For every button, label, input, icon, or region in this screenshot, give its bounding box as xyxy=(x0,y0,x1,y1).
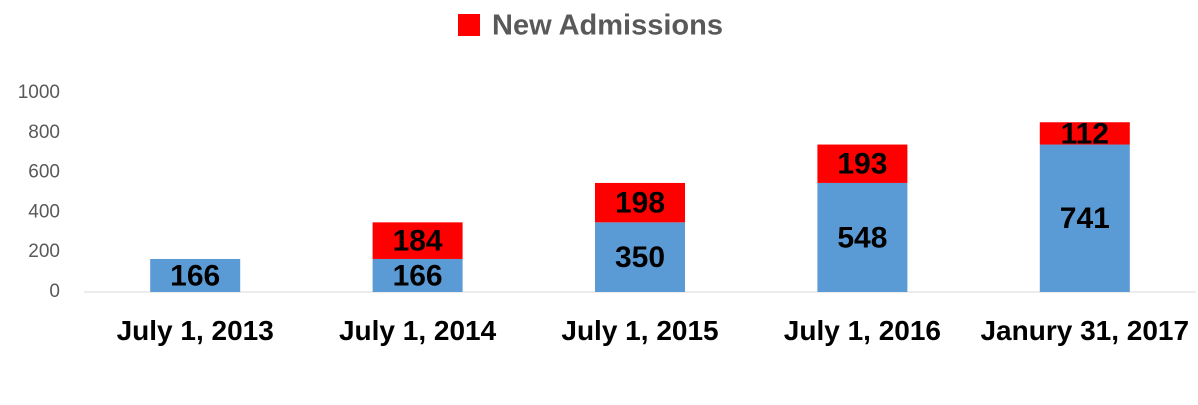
data-label: 548 xyxy=(837,221,887,254)
data-label: 112 xyxy=(1061,117,1109,150)
legend-label: New Admissions xyxy=(492,10,723,42)
bar-segment xyxy=(595,182,685,223)
y-tick-label: 1000 xyxy=(18,82,60,103)
y-tick-label: 600 xyxy=(28,162,60,183)
bar-segment xyxy=(1039,144,1130,292)
bar-segment xyxy=(150,258,241,292)
x-tick-label: Janury 31, 2017 xyxy=(980,315,1190,346)
legend-swatch xyxy=(458,14,480,36)
data-label: 166 xyxy=(170,259,220,292)
data-label: 198 xyxy=(615,187,665,220)
y-tick-label: 0 xyxy=(49,281,60,302)
x-tick-label: July 1, 2015 xyxy=(561,315,719,346)
x-tick-label: July 1, 2013 xyxy=(116,315,274,346)
bar-segment xyxy=(595,222,685,292)
data-label: 741 xyxy=(1060,202,1110,235)
data-label: 193 xyxy=(837,148,887,181)
x-tick-label: July 1, 2016 xyxy=(783,315,941,346)
x-tick-label: July 1, 2014 xyxy=(338,315,497,346)
y-tick-label: 800 xyxy=(28,122,60,143)
bar-segment xyxy=(817,144,908,183)
bar-segment xyxy=(817,182,908,292)
bar-segment xyxy=(372,258,463,292)
y-tick-label: 400 xyxy=(28,201,60,222)
bar-segment xyxy=(1039,122,1130,145)
data-label: 184 xyxy=(393,225,443,258)
data-label: 166 xyxy=(393,259,443,292)
bar-segment xyxy=(372,222,463,259)
data-label: 350 xyxy=(615,241,665,274)
y-tick-label: 200 xyxy=(28,241,60,262)
